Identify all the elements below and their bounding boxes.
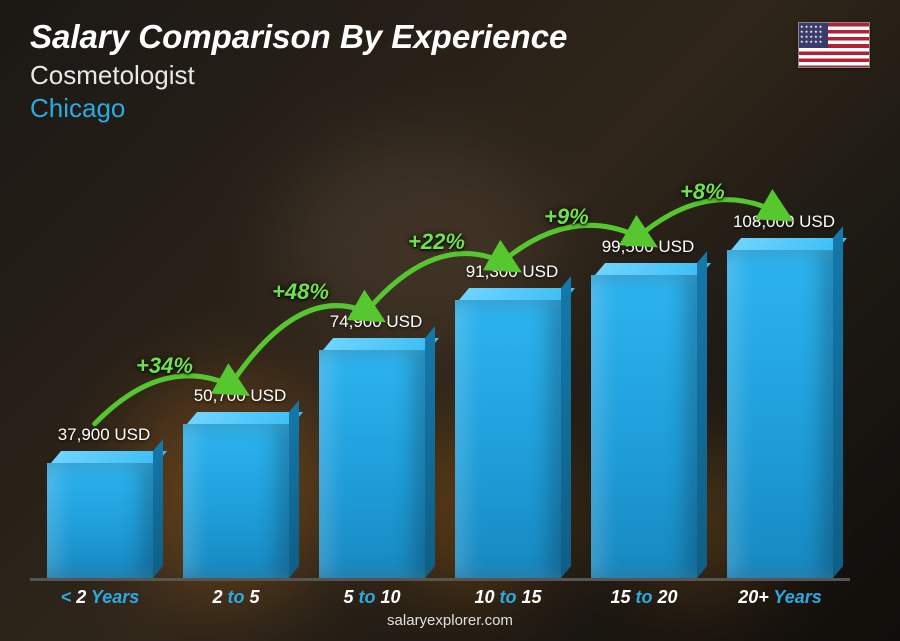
country-flag-icon: ★ ★ ★ ★ ★ ★ ★ ★ ★ ★ ★ ★ ★ ★ ★ ★ ★ ★ ★ ★ <box>798 22 870 68</box>
bar-chart: 37,900 USD< 2 Years50,700 USD2 to 574,90… <box>30 160 850 581</box>
category-label: < 2 Years <box>32 587 168 608</box>
increase-arrow-icon <box>30 160 850 581</box>
page-title: Salary Comparison By Experience <box>30 18 567 56</box>
pct-change-label: +8% <box>680 179 725 205</box>
header: Salary Comparison By Experience Cosmetol… <box>30 18 567 124</box>
category-label: 5 to 10 <box>304 587 440 608</box>
footer-attribution: salaryexplorer.com <box>0 612 900 629</box>
category-label: 10 to 15 <box>440 587 576 608</box>
category-label: 20+ Years <box>712 587 848 608</box>
city-label: Chicago <box>30 93 567 124</box>
infographic-container: Salary Comparison By Experience Cosmetol… <box>0 0 900 641</box>
occupation-subtitle: Cosmetologist <box>30 60 567 91</box>
category-label: 15 to 20 <box>576 587 712 608</box>
category-label: 2 to 5 <box>168 587 304 608</box>
